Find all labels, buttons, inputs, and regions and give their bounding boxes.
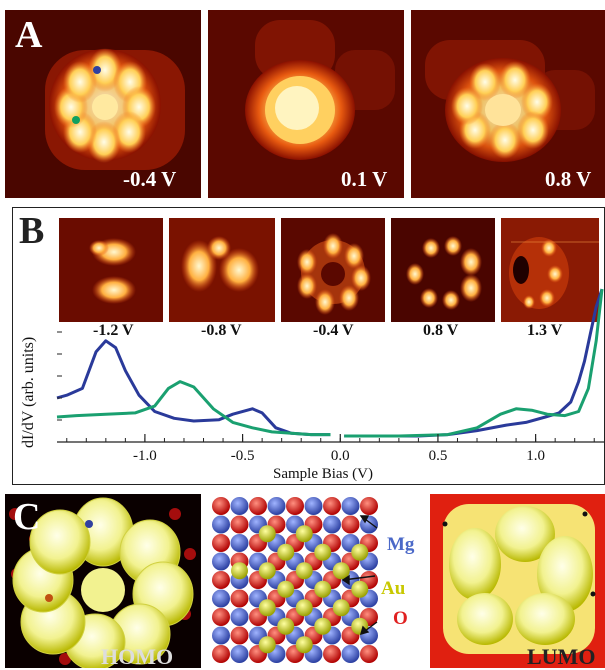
panel-b: B — [12, 207, 605, 485]
oxygen-atom — [360, 497, 378, 515]
map-label-1: -1.2 V — [93, 322, 134, 339]
magnesium-atom — [212, 552, 230, 571]
oxygen-atom — [286, 497, 304, 515]
gold-atom — [295, 525, 313, 543]
legend-o: O — [393, 608, 408, 629]
panel-a-images — [5, 10, 605, 198]
gold-atom — [332, 562, 350, 580]
x-tick-label: 0.5 — [429, 448, 448, 464]
panel-a-letter: A — [15, 14, 43, 56]
didv-map-1 — [59, 218, 163, 322]
gold-atom — [258, 562, 276, 580]
gold-atom — [258, 525, 276, 543]
gold-atom — [295, 636, 313, 654]
stm-image-3 — [411, 10, 605, 198]
didv-map-3 — [281, 218, 385, 322]
panel-c-images — [5, 494, 605, 668]
magnesium-atom — [341, 645, 360, 663]
oxygen-atom — [212, 608, 230, 626]
map-label-5: 1.3 V — [527, 322, 563, 339]
spectrum-line-2-segment-1 — [56, 380, 331, 437]
gold-atom — [314, 543, 332, 561]
panel-c-letter: C — [13, 496, 41, 538]
oxygen-atom — [212, 645, 230, 663]
map-label-4: 0.8 V — [423, 322, 459, 339]
oxygen-atom — [249, 497, 267, 515]
map-label-3: -0.4 V — [313, 322, 354, 339]
gold-atom — [258, 636, 276, 654]
map-label-2: -0.8 V — [201, 322, 242, 339]
oxygen-atom — [323, 645, 341, 663]
gold-atom — [295, 562, 313, 580]
oxygen-atom — [341, 515, 360, 534]
homo-orbital-image — [5, 494, 201, 668]
gold-atom — [314, 617, 332, 635]
gold-atom — [351, 580, 369, 598]
y-axis-label: dI/dV (arb. units) — [20, 337, 37, 448]
spectrum-line-1-segment-2 — [344, 288, 604, 438]
magnesium-atom — [212, 626, 230, 645]
oxygen-atom — [230, 589, 249, 608]
magnesium-atom — [212, 589, 230, 608]
didv-spectra-chart: dI/dV (arb. units) -1.0 -0.5 0.0 0.5 1.0 Sam… — [20, 288, 604, 482]
magnesium-atom — [267, 497, 286, 515]
didv-maps — [59, 218, 599, 322]
didv-map-4 — [391, 218, 495, 322]
spectrum-line-1-segment-1 — [56, 339, 331, 437]
magnesium-atom — [304, 497, 323, 515]
panel-a: A -0.4 V 0.1 V 0.8 V — [5, 10, 605, 198]
gold-atom — [231, 562, 248, 580]
gold-atom — [277, 543, 295, 561]
magnesium-atom — [212, 515, 230, 534]
didv-map-5 — [501, 218, 599, 322]
panel-c: C HOMO LUMO Mg Au O — [5, 494, 605, 669]
gold-atom — [351, 543, 369, 561]
gold-atom — [258, 599, 276, 617]
oxygen-atom — [360, 645, 378, 663]
x-tick-label: -1.0 — [133, 448, 157, 464]
oxygen-atom — [230, 626, 249, 645]
magnesium-atom — [230, 534, 249, 552]
gold-atom — [332, 599, 350, 617]
magnesium-atom — [230, 645, 249, 663]
stm-image-1 — [5, 10, 201, 198]
oxygen-atom — [323, 497, 341, 515]
gold-atom — [277, 580, 295, 598]
gold-atom — [277, 617, 295, 635]
magnesium-atom — [230, 497, 249, 515]
oxygen-atom — [212, 571, 230, 589]
oxygen-atom — [212, 497, 230, 515]
magnesium-atom — [323, 515, 341, 534]
x-tick-label: -0.5 — [231, 448, 255, 464]
oxygen-atom — [212, 534, 230, 552]
magnesium-atom — [341, 497, 360, 515]
didv-map-2 — [169, 218, 275, 322]
x-tick-label: 1.0 — [526, 448, 545, 464]
bias-label-a2: 0.1 V — [341, 167, 388, 191]
stm-image-2 — [208, 10, 404, 198]
legend-mg: Mg — [387, 534, 415, 555]
oxygen-atom — [230, 515, 249, 534]
bias-label-a1: -0.4 V — [123, 167, 177, 191]
spectrum-line-2-segment-2 — [344, 288, 604, 438]
legend-au: Au — [381, 578, 406, 599]
x-tick-label: 0.0 — [331, 448, 350, 464]
gold-atom — [295, 599, 313, 617]
bias-label-a3: 0.8 V — [545, 167, 592, 191]
au-mgo-lattice-model — [211, 494, 401, 668]
gold-atom — [314, 580, 332, 598]
x-axis-label: Sample Bias (V) — [273, 466, 373, 482]
magnesium-atom — [230, 608, 249, 626]
panel-b-letter: B — [19, 210, 45, 252]
lumo-label: LUMO — [527, 644, 596, 669]
homo-label: HOMO — [101, 644, 174, 669]
lumo-orbital-image — [430, 494, 605, 668]
